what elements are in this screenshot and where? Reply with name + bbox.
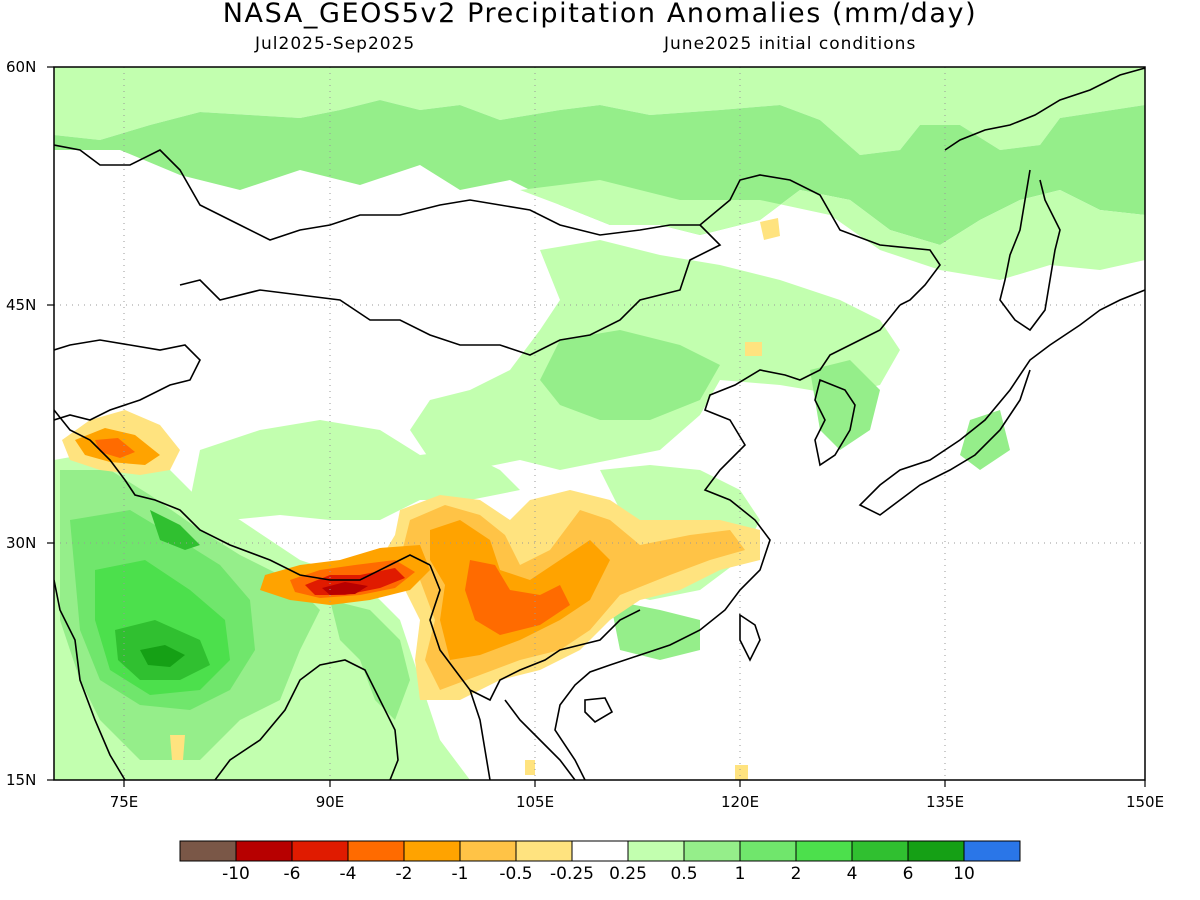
green-field-siberia-band <box>520 180 1145 280</box>
colorbar-label: 4 <box>846 864 858 884</box>
dry-field-karakoram-3 <box>95 438 135 458</box>
green-field-korea-japan <box>810 360 1010 470</box>
dry-field-south-3 <box>430 520 610 660</box>
colorbar-swatch-11 <box>795 840 853 862</box>
green-field-bengal <box>330 600 410 720</box>
map-title: NASA_GEOS5v2 Precipitation Anomalies (mm… <box>222 0 978 29</box>
colorbar-swatch-5 <box>459 840 517 862</box>
colorbar-label: 10 <box>953 864 975 884</box>
green-field-north <box>54 67 1145 155</box>
colorbar-label: 2 <box>790 864 802 884</box>
colorbar-label: -0.25 <box>550 864 594 884</box>
colorbar-swatch-8 <box>627 840 685 862</box>
colorbar-label: 0.25 <box>609 864 647 884</box>
colorbar-label: -0.5 <box>499 864 533 884</box>
green-field-tibet-north <box>190 420 520 520</box>
colorbar-swatch-1 <box>235 840 293 862</box>
green-field-india-max <box>140 645 185 667</box>
colorbar-swatch-3 <box>347 840 405 862</box>
colorbar-swatch-6 <box>515 840 573 862</box>
graticule <box>54 67 1145 780</box>
colorbar-swatch-7 <box>571 840 629 862</box>
initial-conditions: June2025 initial conditions <box>664 34 917 54</box>
axis-ticks <box>47 66 1146 787</box>
colorbar-label: -2 <box>395 864 413 884</box>
colorbar-swatch-2 <box>291 840 349 862</box>
colorbar-swatch-12 <box>851 840 909 862</box>
green-field-north-china <box>540 330 720 420</box>
map-frame <box>53 66 1146 781</box>
colorbar <box>179 840 1021 862</box>
lat-label-15n: 15N <box>6 771 37 789</box>
green-field-north-2 <box>54 100 1145 245</box>
colorbar-swatch-14 <box>963 840 1021 862</box>
colorbar-label: -4 <box>339 864 357 884</box>
forecast-period: Jul2025-Sep2025 <box>255 34 416 54</box>
colorbar-swatch-0 <box>179 840 237 862</box>
coastlines-borders <box>54 67 1145 780</box>
lat-label-30n: 30N <box>6 534 37 552</box>
colorbar-label: -1 <box>451 864 469 884</box>
lat-label-45n: 45N <box>6 296 37 314</box>
colorbar-label: -6 <box>283 864 301 884</box>
lat-label-60n: 60N <box>6 58 37 76</box>
anomaly-fields <box>54 67 1145 780</box>
dry-field-tibet-4 <box>322 582 368 595</box>
colorbar-swatch-13 <box>907 840 965 862</box>
lon-label-120e: 120E <box>720 793 760 811</box>
green-field-south-coast <box>610 600 700 660</box>
colorbar-label: 1 <box>734 864 746 884</box>
colorbar-label: 6 <box>902 864 914 884</box>
lon-label-90e: 90E <box>315 793 345 811</box>
lon-label-135e: 135E <box>925 793 965 811</box>
colorbar-swatch-9 <box>683 840 741 862</box>
green-field-nepal <box>150 510 200 550</box>
lon-label-150e: 150E <box>1125 793 1165 811</box>
lon-label-75e: 75E <box>109 793 139 811</box>
colorbar-label: 0.5 <box>670 864 698 884</box>
colorbar-label: -10 <box>222 864 250 884</box>
lon-label-105e: 105E <box>515 793 555 811</box>
colorbar-swatch-10 <box>739 840 797 862</box>
dry-field-south-4 <box>465 560 570 635</box>
colorbar-swatch-4 <box>403 840 461 862</box>
